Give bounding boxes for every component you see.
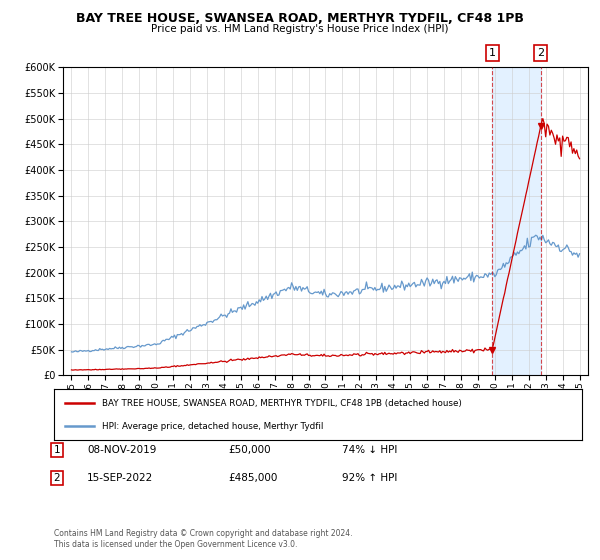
Text: 08-NOV-2019: 08-NOV-2019 [87, 445, 157, 455]
Text: 1: 1 [489, 48, 496, 58]
Text: 74% ↓ HPI: 74% ↓ HPI [342, 445, 397, 455]
Text: HPI: Average price, detached house, Merthyr Tydfil: HPI: Average price, detached house, Mert… [101, 422, 323, 431]
Text: Price paid vs. HM Land Registry's House Price Index (HPI): Price paid vs. HM Land Registry's House … [151, 24, 449, 34]
Bar [493, 67, 541, 375]
Text: £50,000: £50,000 [228, 445, 271, 455]
Text: 15-SEP-2022: 15-SEP-2022 [87, 473, 153, 483]
Text: £485,000: £485,000 [228, 473, 277, 483]
Text: BAY TREE HOUSE, SWANSEA ROAD, MERTHYR TYDFIL, CF48 1PB (detached house): BAY TREE HOUSE, SWANSEA ROAD, MERTHYR TY… [101, 399, 461, 408]
Text: 1: 1 [53, 445, 61, 455]
Text: BAY TREE HOUSE, SWANSEA ROAD, MERTHYR TYDFIL, CF48 1PB: BAY TREE HOUSE, SWANSEA ROAD, MERTHYR TY… [76, 12, 524, 25]
Text: 92% ↑ HPI: 92% ↑ HPI [342, 473, 397, 483]
Text: 2: 2 [53, 473, 61, 483]
Text: 2: 2 [537, 48, 544, 58]
Text: Contains HM Land Registry data © Crown copyright and database right 2024.
This d: Contains HM Land Registry data © Crown c… [54, 529, 353, 549]
